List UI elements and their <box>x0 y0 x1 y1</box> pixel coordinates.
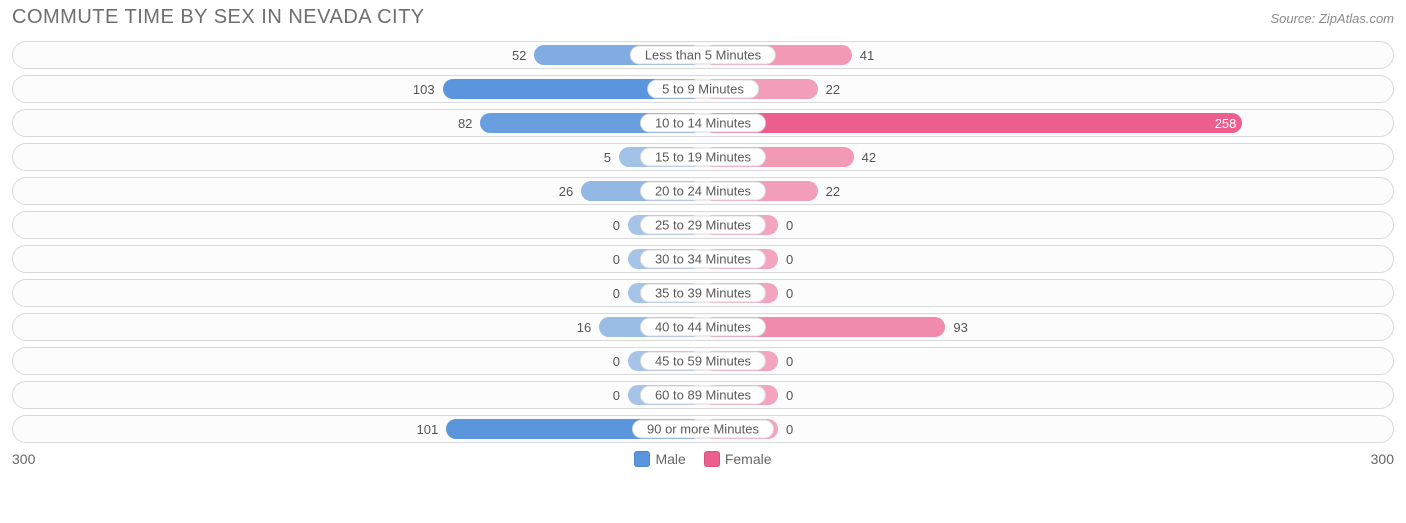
male-value-label: 101 <box>411 422 445 437</box>
axis-max-right: 300 <box>1334 451 1394 467</box>
chart-row: 52 41 Less than 5 Minutes <box>12 41 1394 69</box>
male-value-label: 0 <box>607 286 626 301</box>
male-value-label: 26 <box>553 184 579 199</box>
male-half: 26 <box>19 181 703 201</box>
chart-row: 82 258 10 to 14 Minutes <box>12 109 1394 137</box>
male-half: 0 <box>19 385 703 405</box>
female-value-label: 0 <box>780 252 799 267</box>
male-value-label: 0 <box>607 388 626 403</box>
chart-legend: Male Female <box>72 451 1334 467</box>
female-half: 0 <box>703 419 1387 439</box>
category-label: 90 or more Minutes <box>632 420 774 439</box>
female-bar: 258 <box>703 113 1242 133</box>
female-half: 42 <box>703 147 1387 167</box>
category-label: 40 to 44 Minutes <box>640 318 766 337</box>
category-label: 10 to 14 Minutes <box>640 114 766 133</box>
female-value-label: 258 <box>1209 116 1243 131</box>
female-half: 93 <box>703 317 1387 337</box>
male-half: 5 <box>19 147 703 167</box>
chart-row: 103 22 5 to 9 Minutes <box>12 75 1394 103</box>
female-value-label: 0 <box>780 286 799 301</box>
legend-swatch-female <box>704 451 720 467</box>
female-value-label: 93 <box>947 320 973 335</box>
chart-row: 26 22 20 to 24 Minutes <box>12 177 1394 205</box>
axis-max-left: 300 <box>12 451 72 467</box>
female-value-label: 41 <box>854 48 880 63</box>
legend-male: Male <box>634 451 685 467</box>
category-label: 15 to 19 Minutes <box>640 148 766 167</box>
legend-label-female: Female <box>725 451 772 467</box>
chart-footer: 300 Male Female 300 <box>12 451 1394 467</box>
chart-header: COMMUTE TIME BY SEX IN NEVADA CITY Sourc… <box>12 6 1394 29</box>
chart-row: 0 0 35 to 39 Minutes <box>12 279 1394 307</box>
chart-row: 5 42 15 to 19 Minutes <box>12 143 1394 171</box>
male-half: 0 <box>19 351 703 371</box>
male-half: 103 <box>19 79 703 99</box>
female-value-label: 0 <box>780 354 799 369</box>
male-value-label: 0 <box>607 218 626 233</box>
male-value-label: 16 <box>571 320 597 335</box>
chart-row: 0 0 25 to 29 Minutes <box>12 211 1394 239</box>
legend-female: Female <box>704 451 772 467</box>
category-label: 30 to 34 Minutes <box>640 250 766 269</box>
category-label: 35 to 39 Minutes <box>640 284 766 303</box>
chart-row: 0 0 60 to 89 Minutes <box>12 381 1394 409</box>
male-value-label: 5 <box>598 150 617 165</box>
male-value-label: 103 <box>407 82 441 97</box>
female-value-label: 0 <box>780 388 799 403</box>
chart-row: 0 0 30 to 34 Minutes <box>12 245 1394 273</box>
female-value-label: 22 <box>820 184 846 199</box>
male-value-label: 0 <box>607 354 626 369</box>
male-value-label: 82 <box>452 116 478 131</box>
male-half: 82 <box>19 113 703 133</box>
category-label: Less than 5 Minutes <box>630 46 776 65</box>
female-value-label: 0 <box>780 422 799 437</box>
chart-row: 101 0 90 or more Minutes <box>12 415 1394 443</box>
legend-label-male: Male <box>655 451 685 467</box>
male-half: 0 <box>19 215 703 235</box>
female-half: 258 <box>703 113 1387 133</box>
female-value-label: 22 <box>820 82 846 97</box>
female-half: 0 <box>703 249 1387 269</box>
female-half: 0 <box>703 283 1387 303</box>
category-label: 20 to 24 Minutes <box>640 182 766 201</box>
female-half: 0 <box>703 215 1387 235</box>
male-half: 52 <box>19 45 703 65</box>
chart-source: Source: ZipAtlas.com <box>1270 11 1394 26</box>
female-value-label: 42 <box>856 150 882 165</box>
chart-row: 16 93 40 to 44 Minutes <box>12 313 1394 341</box>
male-half: 101 <box>19 419 703 439</box>
male-value-label: 0 <box>607 252 626 267</box>
category-label: 25 to 29 Minutes <box>640 216 766 235</box>
category-label: 5 to 9 Minutes <box>647 80 759 99</box>
male-half: 16 <box>19 317 703 337</box>
female-half: 22 <box>703 79 1387 99</box>
chart-row: 0 0 45 to 59 Minutes <box>12 347 1394 375</box>
male-value-label: 52 <box>506 48 532 63</box>
male-half: 0 <box>19 283 703 303</box>
female-half: 0 <box>703 351 1387 371</box>
chart-container: COMMUTE TIME BY SEX IN NEVADA CITY Sourc… <box>0 0 1406 477</box>
chart-rows: 52 41 Less than 5 Minutes 103 22 5 to 9 Minut… <box>12 41 1394 443</box>
male-half: 0 <box>19 249 703 269</box>
female-value-label: 0 <box>780 218 799 233</box>
female-half: 22 <box>703 181 1387 201</box>
chart-title: COMMUTE TIME BY SEX IN NEVADA CITY <box>12 6 425 29</box>
female-half: 0 <box>703 385 1387 405</box>
female-half: 41 <box>703 45 1387 65</box>
legend-swatch-male <box>634 451 650 467</box>
category-label: 45 to 59 Minutes <box>640 352 766 371</box>
category-label: 60 to 89 Minutes <box>640 386 766 405</box>
